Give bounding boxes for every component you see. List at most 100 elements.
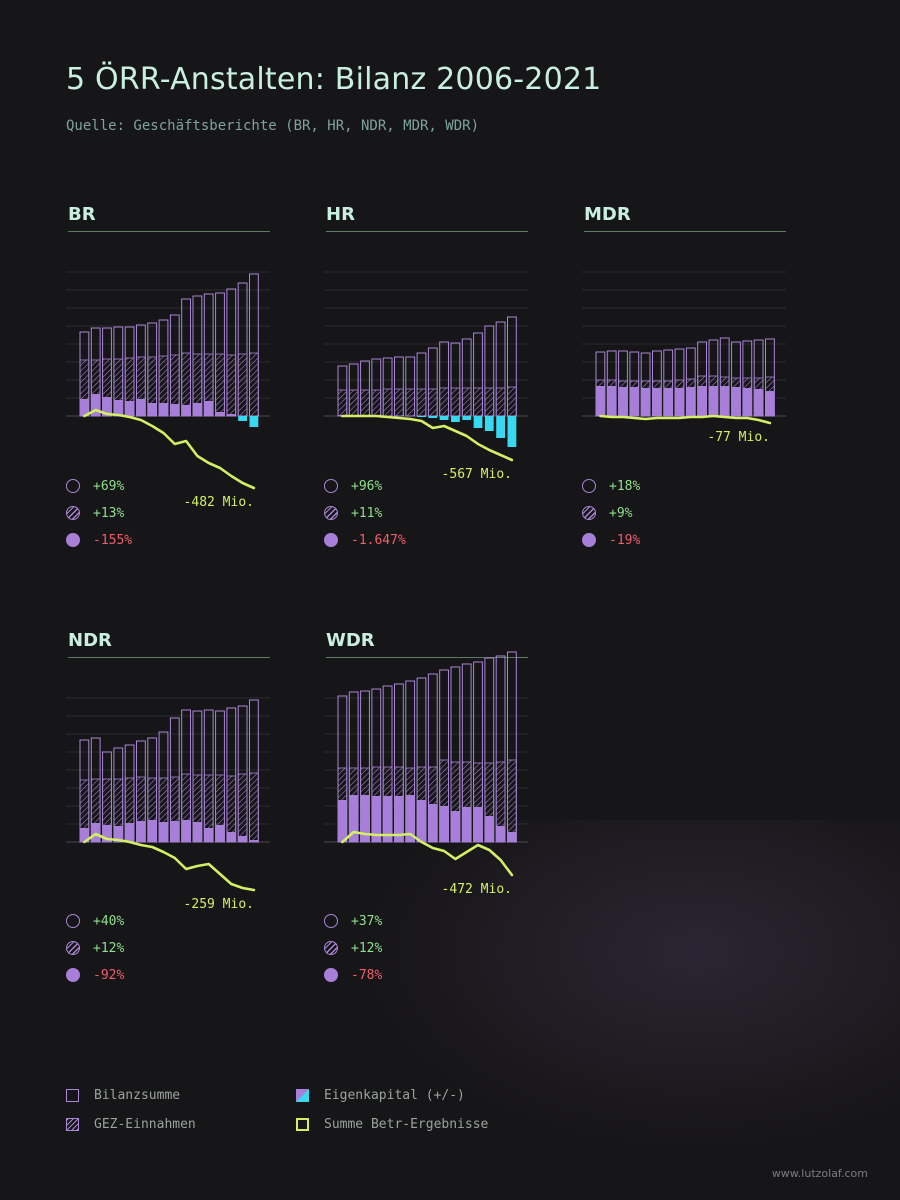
circle-outline-icon — [66, 914, 80, 928]
bar-eigenkapital — [451, 416, 460, 422]
bar-eigenkapital — [731, 387, 741, 416]
bar-eigenkapital — [215, 412, 225, 416]
legend-label: Summe Betr-Ergebnisse — [324, 1117, 489, 1132]
stat-value: -1.647% — [351, 532, 406, 548]
panel-wdr: WDR -472 Mio. +37% +12% -78% — [324, 630, 534, 990]
legend-label: GEZ-Einnahmen — [94, 1117, 196, 1132]
line-betriebsergebnis — [83, 832, 256, 892]
bar-eigenkapital — [338, 800, 347, 842]
bar-gez — [507, 759, 517, 843]
bar-eigenkapital — [226, 832, 236, 842]
bar-eigenkapital — [113, 400, 123, 416]
square-hatched-icon — [66, 1118, 79, 1131]
bar-eigenkapital — [462, 416, 472, 420]
bar-gez — [461, 387, 472, 417]
stat-value: +12% — [93, 940, 125, 956]
circle-outline-icon — [582, 479, 596, 493]
bar-eigenkapital — [405, 795, 415, 842]
bar-gez — [237, 773, 248, 843]
line-betriebsergebnis — [341, 414, 514, 462]
panel-title: HR — [326, 204, 528, 232]
bar-gez — [348, 389, 359, 417]
bar-eigenkapital — [417, 800, 426, 842]
circle-hatched-icon — [324, 506, 338, 520]
bar-eigenkapital — [607, 386, 617, 416]
label-betriebsergebnis: -482 Mio. — [184, 495, 254, 510]
bar-gez — [428, 388, 438, 417]
panel-title: MDR — [584, 204, 786, 232]
square-outline-green-icon — [296, 1118, 309, 1131]
bar-gez — [416, 388, 427, 417]
bar-eigenkapital — [102, 397, 112, 416]
bar-eigenkapital — [181, 820, 191, 842]
bar-eigenkapital — [125, 823, 134, 842]
bar-eigenkapital — [159, 403, 168, 416]
circle-hatched-icon — [66, 941, 80, 955]
bar-eigenkapital — [136, 821, 146, 842]
stat-eigenkapital: -155% — [66, 530, 132, 550]
bar-gez — [450, 387, 461, 417]
bar-eigenkapital — [439, 416, 449, 420]
bar-gez — [226, 354, 237, 417]
bar-eigenkapital — [428, 804, 438, 842]
circle-filled-icon — [324, 968, 338, 982]
stat-value: -19% — [609, 532, 641, 548]
bar-eigenkapital — [159, 822, 168, 842]
chart-mdr: -77 Mio. — [582, 271, 786, 445]
circle-outline-icon — [324, 479, 338, 493]
page-title: 5 ÖRR-Anstalten: Bilanz 2006-2021 — [66, 62, 602, 97]
bar-eigenkapital — [383, 796, 392, 842]
stat-gez: +11% — [324, 503, 382, 523]
stat-value: +18% — [609, 478, 641, 494]
bar-eigenkapital — [473, 807, 483, 842]
bar-gez — [337, 389, 348, 417]
bar-eigenkapital — [238, 836, 247, 842]
stat-gez: +12% — [324, 938, 382, 958]
panel-title: WDR — [326, 630, 528, 658]
bar-eigenkapital — [462, 807, 472, 842]
bar-eigenkapital — [181, 405, 191, 416]
bar-eigenkapital — [473, 416, 483, 428]
bar-eigenkapital — [170, 821, 180, 842]
bar-eigenkapital — [91, 823, 101, 842]
stat-value: +12% — [351, 940, 383, 956]
label-betriebsergebnis: -259 Mio. — [184, 897, 254, 912]
stat-gez: +13% — [66, 503, 124, 523]
bar-eigenkapital — [428, 416, 438, 418]
bar-eigenkapital — [394, 796, 404, 842]
stat-eigenkapital: -92% — [66, 965, 124, 985]
stat-bilanzsumme: +96% — [324, 476, 382, 496]
stat-value: -78% — [351, 967, 383, 983]
bar-eigenkapital — [204, 401, 214, 416]
bar-eigenkapital — [686, 387, 696, 416]
stat-eigenkapital: -78% — [324, 965, 382, 985]
bar-gez — [484, 387, 495, 417]
bar-eigenkapital — [80, 399, 89, 416]
circle-filled-icon — [582, 533, 596, 547]
panel-title: BR — [68, 204, 270, 232]
bar-eigenkapital — [641, 388, 650, 416]
bar-eigenkapital — [439, 806, 449, 842]
bar-eigenkapital — [765, 391, 775, 416]
stat-value: -155% — [93, 532, 133, 548]
bar-gez — [394, 388, 404, 417]
bar-eigenkapital — [193, 822, 202, 842]
label-betriebsergebnis: -567 Mio. — [442, 467, 512, 482]
panel-br: BR -482 Mio. +69% +13% -155% — [66, 204, 276, 564]
bar-gez — [507, 386, 517, 417]
panel-hr: HR -567 Mio. +96% +11% -1.647% — [324, 204, 534, 564]
bar-eigenkapital — [226, 414, 236, 416]
circle-hatched-icon — [582, 506, 596, 520]
bar-eigenkapital — [484, 416, 494, 431]
bar-eigenkapital — [238, 416, 247, 421]
chart-ndr: -259 Mio. — [66, 697, 270, 912]
line-betriebsergebnis — [83, 408, 256, 490]
bar-eigenkapital — [675, 388, 684, 416]
bar-eigenkapital — [125, 401, 134, 416]
bar-eigenkapital — [204, 828, 214, 842]
bar-eigenkapital — [91, 394, 101, 416]
bar-eigenkapital — [507, 416, 517, 447]
bar-eigenkapital — [113, 826, 123, 842]
panel-mdr: MDR -77 Mio. +18% +9% -19% — [582, 204, 792, 564]
bar-gez — [215, 353, 225, 417]
